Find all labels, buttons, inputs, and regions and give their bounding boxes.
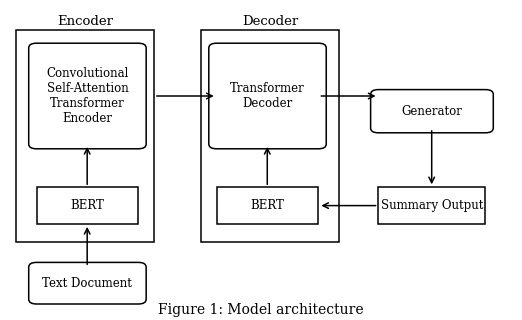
Text: Convolutional
Self-Attention
Transformer
Encoder: Convolutional Self-Attention Transformer… bbox=[46, 67, 128, 125]
FancyBboxPatch shape bbox=[29, 262, 146, 304]
Bar bbox=[378, 187, 485, 224]
Text: Figure 1: Model architecture: Figure 1: Model architecture bbox=[158, 303, 364, 317]
Text: Summary Output: Summary Output bbox=[381, 199, 483, 212]
FancyBboxPatch shape bbox=[29, 43, 146, 149]
Bar bbox=[16, 30, 154, 242]
Bar bbox=[37, 187, 138, 224]
Bar bbox=[201, 30, 339, 242]
FancyBboxPatch shape bbox=[209, 43, 326, 149]
Text: Text Document: Text Document bbox=[42, 277, 133, 290]
Bar bbox=[217, 187, 318, 224]
Text: Decoder: Decoder bbox=[242, 15, 298, 28]
Text: Generator: Generator bbox=[401, 105, 462, 118]
Text: BERT: BERT bbox=[251, 199, 284, 212]
Text: BERT: BERT bbox=[70, 199, 104, 212]
Text: Transformer
Decoder: Transformer Decoder bbox=[230, 82, 305, 110]
FancyBboxPatch shape bbox=[371, 90, 493, 133]
Text: Encoder: Encoder bbox=[57, 15, 113, 28]
